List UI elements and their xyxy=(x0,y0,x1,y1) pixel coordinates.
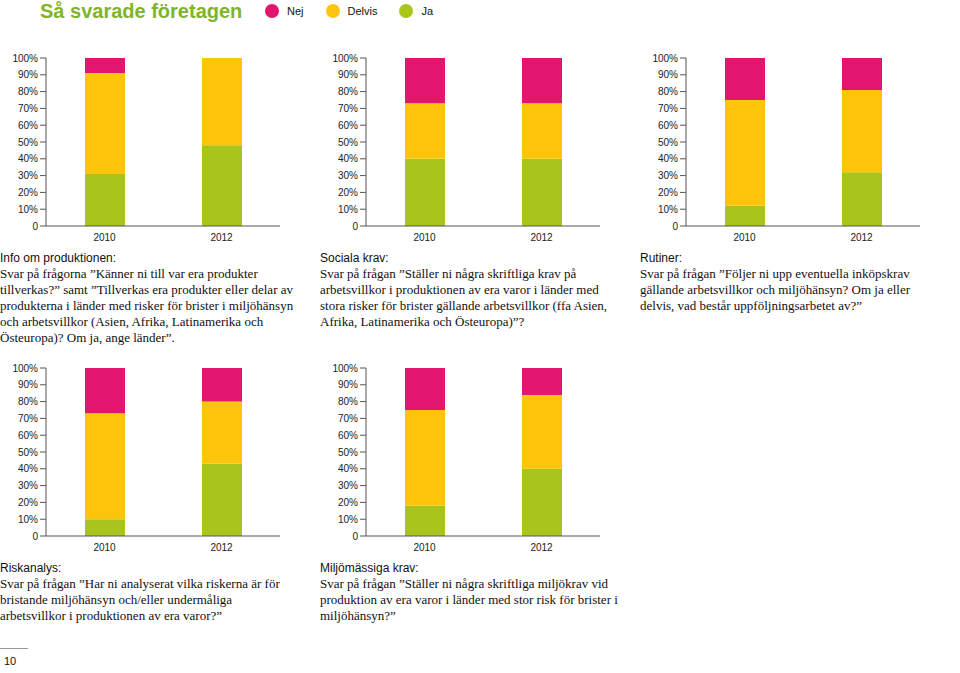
html-text:Sociala krav:: Sociala krav: xyxy=(320,251,389,265)
svg-text:2012: 2012 xyxy=(210,542,233,553)
svg-text:2012: 2012 xyxy=(210,232,233,243)
svg-text:30%: 30% xyxy=(18,480,38,491)
svg-text:10%: 10% xyxy=(338,514,358,525)
svg-text:20%: 20% xyxy=(18,187,38,198)
html-text:Svar på frågan ”Ställer ni någ: Svar på frågan ”Ställer ni några skriftl… xyxy=(320,266,608,329)
svg-text:100%: 100% xyxy=(12,53,38,64)
svg-text:90%: 90% xyxy=(18,69,38,80)
svg-text:30%: 30% xyxy=(18,170,38,181)
svg-text:20%: 20% xyxy=(338,497,358,508)
svg-text:60%: 60% xyxy=(658,120,678,131)
svg-text:80%: 80% xyxy=(18,86,38,97)
svg-text:90%: 90% xyxy=(338,69,358,80)
html-text:Svar på frågan ”Har ni analyse: Svar på frågan ”Har ni analyserat vilka … xyxy=(0,576,280,623)
svg-text:60%: 60% xyxy=(338,430,358,441)
svg-text:100%: 100% xyxy=(332,53,358,64)
svg-text:40%: 40% xyxy=(338,463,358,474)
html-text:Så svarade företagen: Så svarade företagen xyxy=(40,0,243,22)
svg-text:40%: 40% xyxy=(18,463,38,474)
html-text:Svar på frågan ”Ställer ni någ: Svar på frågan ”Ställer ni några skriftl… xyxy=(320,576,618,623)
svg-text:80%: 80% xyxy=(338,86,358,97)
svg-text:40%: 40% xyxy=(658,153,678,164)
svg-text:90%: 90% xyxy=(658,69,678,80)
svg-text:90%: 90% xyxy=(338,379,358,390)
svg-text:2012: 2012 xyxy=(530,542,553,553)
svg-text:50%: 50% xyxy=(18,447,38,458)
svg-text:10%: 10% xyxy=(338,204,358,215)
svg-text:30%: 30% xyxy=(338,170,358,181)
svg-text:0: 0 xyxy=(352,221,358,232)
html-text:Info om produktionen:: Info om produktionen: xyxy=(0,251,117,265)
svg-text:80%: 80% xyxy=(338,396,358,407)
svg-text:70%: 70% xyxy=(338,413,358,424)
svg-text:20%: 20% xyxy=(18,497,38,508)
svg-text:60%: 60% xyxy=(338,120,358,131)
svg-text:30%: 30% xyxy=(658,170,678,181)
svg-text:70%: 70% xyxy=(658,103,678,114)
svg-text:2012: 2012 xyxy=(850,232,873,243)
svg-text:40%: 40% xyxy=(338,153,358,164)
svg-text:0: 0 xyxy=(32,221,38,232)
html-text:Svar på frågorna ”Känner ni ti: Svar på frågorna ”Känner ni till var era… xyxy=(0,266,294,345)
html-text:Svar på frågan ”Följer ni upp: Svar på frågan ”Följer ni upp eventuella… xyxy=(640,266,910,313)
svg-text:70%: 70% xyxy=(18,103,38,114)
svg-text:0: 0 xyxy=(352,531,358,542)
svg-text:2010: 2010 xyxy=(413,542,436,553)
svg-text:70%: 70% xyxy=(338,103,358,114)
svg-text:90%: 90% xyxy=(18,379,38,390)
svg-text:80%: 80% xyxy=(18,396,38,407)
svg-text:60%: 60% xyxy=(18,430,38,441)
svg-text:10%: 10% xyxy=(18,204,38,215)
svg-text:50%: 50% xyxy=(18,137,38,148)
svg-text:40%: 40% xyxy=(18,153,38,164)
svg-text:100%: 100% xyxy=(332,363,358,374)
svg-text:80%: 80% xyxy=(658,86,678,97)
svg-text:10%: 10% xyxy=(658,204,678,215)
svg-text:50%: 50% xyxy=(338,447,358,458)
svg-text:10%: 10% xyxy=(18,514,38,525)
svg-text:0: 0 xyxy=(672,221,678,232)
svg-text:2010: 2010 xyxy=(733,232,756,243)
html-text:10: 10 xyxy=(4,655,17,667)
svg-text:50%: 50% xyxy=(658,137,678,148)
svg-text:70%: 70% xyxy=(18,413,38,424)
html-text:Rutiner:: Rutiner: xyxy=(640,251,682,265)
svg-text:30%: 30% xyxy=(338,480,358,491)
svg-text:0: 0 xyxy=(32,531,38,542)
html-text:Riskanalys:: Riskanalys: xyxy=(0,561,62,575)
html-text:Miljömässiga krav:: Miljömässiga krav: xyxy=(320,561,419,575)
svg-text:50%: 50% xyxy=(338,137,358,148)
svg-text:2010: 2010 xyxy=(93,542,116,553)
svg-text:2012: 2012 xyxy=(530,232,553,243)
svg-text:2010: 2010 xyxy=(413,232,436,243)
html-text:Delvis: Delvis xyxy=(347,5,378,17)
svg-text:2010: 2010 xyxy=(93,232,116,243)
html-text:Nej: Nej xyxy=(287,5,304,17)
svg-text:60%: 60% xyxy=(18,120,38,131)
svg-text:100%: 100% xyxy=(652,53,678,64)
html-text:Ja: Ja xyxy=(421,5,434,17)
svg-text:20%: 20% xyxy=(658,187,678,198)
svg-text:100%: 100% xyxy=(12,363,38,374)
svg-text:20%: 20% xyxy=(338,187,358,198)
